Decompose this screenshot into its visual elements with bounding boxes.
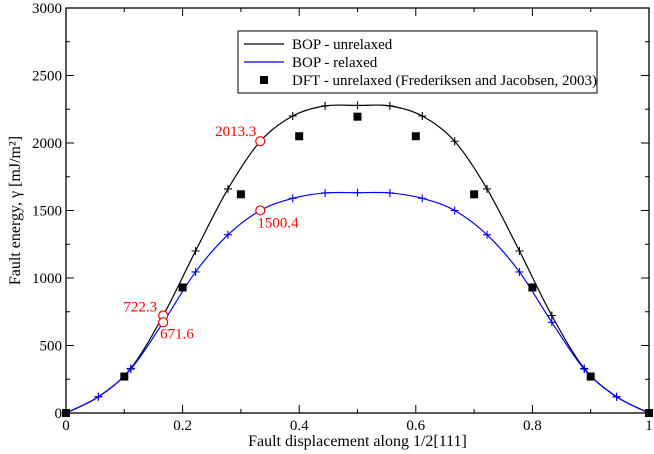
square-marker xyxy=(586,372,595,381)
y-axis-title: Fault energy, γ [mJ/m²] xyxy=(7,136,24,285)
series-layer xyxy=(62,101,653,417)
square-marker xyxy=(295,132,304,141)
plus-marker xyxy=(483,184,492,193)
y-tick-label: 1000 xyxy=(32,271,62,287)
plus-marker xyxy=(288,194,297,203)
plus-marker xyxy=(418,112,427,120)
legend-item: BOP - relaxed xyxy=(244,55,378,71)
square-marker xyxy=(528,283,537,292)
x-tick-label: 0.4 xyxy=(290,418,309,434)
annotation-label: 2013.3 xyxy=(215,124,256,140)
square-marker xyxy=(178,283,187,292)
plus-marker xyxy=(191,267,200,276)
plus-marker xyxy=(450,137,459,146)
y-tick-label: 0 xyxy=(55,406,63,422)
plus-marker xyxy=(580,365,589,374)
x-axis-title: Fault displacement along 1/2[111] xyxy=(248,433,467,450)
plus-marker xyxy=(94,392,103,401)
plus-marker xyxy=(288,112,297,120)
square-marker xyxy=(411,132,420,141)
legend-label: BOP - unrelaxed xyxy=(292,37,393,53)
plus-marker xyxy=(547,318,556,327)
plot-area: 0 0.2 0.4 0.6 0.8 1 0 500 1000 1500 2000 2500 3000 xyxy=(32,1,653,434)
annotation-marker xyxy=(158,317,169,328)
square-marker xyxy=(353,112,362,121)
x-tick-label: 1 xyxy=(645,418,653,434)
plus-marker xyxy=(321,188,330,197)
legend-item: BOP - unrelaxed xyxy=(244,37,393,53)
plus-marker xyxy=(223,184,232,193)
series-dft-unrelaxed-frederikse xyxy=(62,112,653,417)
square-marker xyxy=(62,409,70,417)
plus-marker xyxy=(612,392,621,401)
annotation-label: 1500.4 xyxy=(257,215,299,231)
plus-marker xyxy=(353,188,362,197)
plus-marker xyxy=(450,206,459,215)
y-tick-label: 2000 xyxy=(32,136,62,152)
plus-marker xyxy=(126,365,135,374)
plus-marker xyxy=(547,311,556,320)
square-marker xyxy=(470,190,479,199)
annotation-label: 671.6 xyxy=(160,326,194,342)
plus-marker xyxy=(483,230,492,239)
annotation-marker xyxy=(255,136,266,147)
square-marker xyxy=(645,409,653,417)
y-tick-label: 2500 xyxy=(32,69,62,85)
plus-marker xyxy=(321,101,330,110)
y-tick-label: 3000 xyxy=(32,1,62,17)
plus-marker xyxy=(191,247,200,255)
x-tick-label: 0.6 xyxy=(406,418,425,434)
x-tick-label: 0.2 xyxy=(173,418,192,434)
series-line xyxy=(65,104,650,414)
annotation-marker xyxy=(255,205,266,216)
square-marker xyxy=(120,372,129,381)
y-tick-label: 500 xyxy=(40,339,63,355)
legend-item: DFT - unrelaxed (Frederiksen and Jacobse… xyxy=(260,73,597,89)
x-tick-label: 0.8 xyxy=(523,418,542,434)
legend-square-marker xyxy=(260,76,268,84)
annotation-label: 722.3 xyxy=(123,299,157,315)
x-tick-label: 0 xyxy=(62,418,70,434)
plus-marker xyxy=(515,267,524,276)
series-bop-unrelaxed xyxy=(62,101,653,417)
plus-marker xyxy=(418,194,427,203)
plus-marker xyxy=(223,230,232,239)
legend-label: DFT - unrelaxed (Frederiksen and Jacobse… xyxy=(292,73,597,89)
legend-label: BOP - relaxed xyxy=(292,55,378,71)
square-marker xyxy=(236,190,245,199)
y-tick-label: 1500 xyxy=(32,204,62,220)
legend-box xyxy=(237,30,598,94)
plus-marker xyxy=(353,101,362,110)
plus-marker xyxy=(385,188,394,197)
legend: BOP - unrelaxed BOP - relaxed DFT - unrela… xyxy=(237,30,598,94)
plus-marker xyxy=(385,101,394,110)
plus-marker xyxy=(515,247,524,255)
